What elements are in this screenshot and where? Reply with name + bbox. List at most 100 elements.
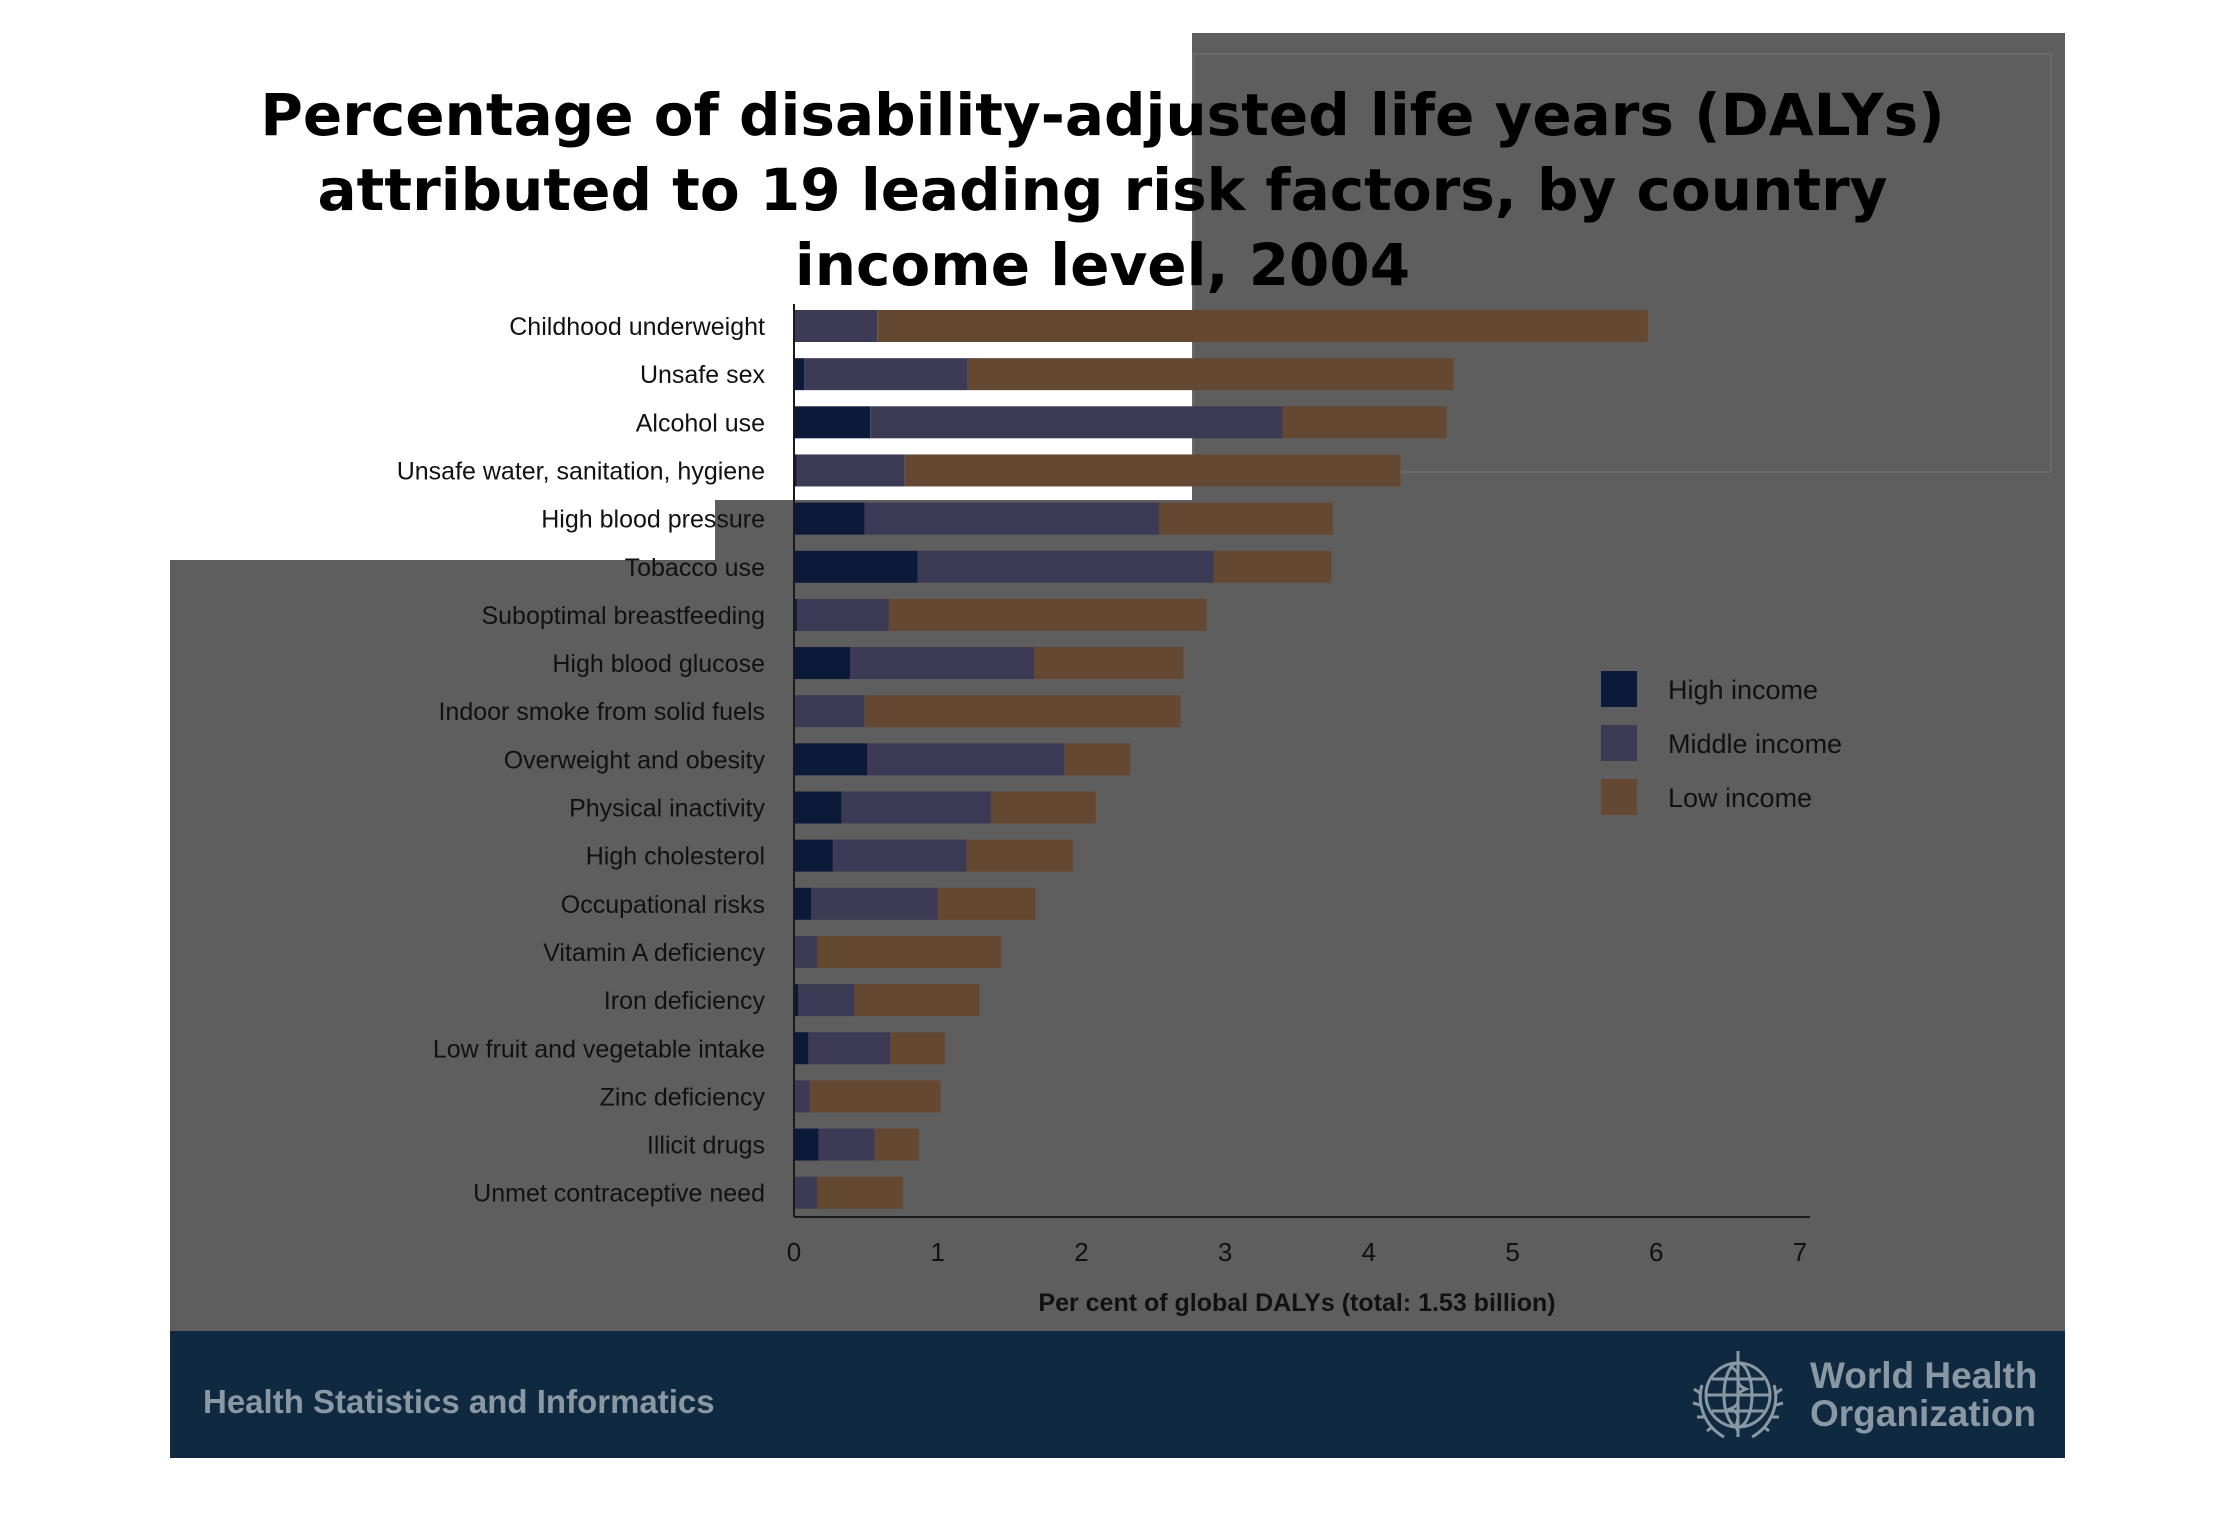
bar-segment-middle-income — [794, 1176, 817, 1209]
bar-segment-low-income — [890, 1032, 945, 1065]
legend: High income Middle income Low income — [1601, 671, 1842, 815]
bar-segment-low-income — [1034, 647, 1184, 680]
bar-segment-low-income — [966, 839, 1073, 872]
x-ticks-group: 0 1 2 3 4 5 6 7 — [787, 1237, 1807, 1267]
bar-segment-middle-income — [794, 935, 817, 968]
bar-segment-high-income — [794, 550, 918, 583]
who-name-line1: World Health — [1810, 1355, 2038, 1396]
category-label: High blood pressure — [541, 506, 765, 534]
bar-segment-middle-income — [841, 791, 991, 824]
x-tick-label: 3 — [1218, 1237, 1232, 1267]
footer-department-label: Health Statistics and Informatics — [203, 1383, 715, 1420]
category-label: High cholesterol — [586, 843, 765, 871]
bar-segment-high-income — [794, 502, 865, 535]
legend-swatch — [1601, 779, 1637, 815]
category-label: Iron deficiency — [604, 987, 766, 1015]
bar-segment-high-income — [794, 647, 851, 680]
bar-segment-low-income — [937, 887, 1036, 920]
x-tick-label: 4 — [1362, 1237, 1376, 1267]
legend-swatch — [1601, 725, 1637, 761]
bar-segment-middle-income — [917, 550, 1214, 583]
x-tick-label: 6 — [1649, 1237, 1663, 1267]
bar-segment-low-income — [1159, 502, 1333, 535]
bar-segment-middle-income — [804, 358, 968, 391]
category-label: Unsafe water, sanitation, hygiene — [397, 457, 765, 485]
chart-title: Percentage of disability-adjusted life y… — [260, 81, 1945, 299]
bar-segment-middle-income — [811, 887, 938, 920]
who-name-line2: Organization — [1810, 1393, 2037, 1434]
bar-segment-middle-income — [796, 454, 905, 487]
bar-segment-low-income — [1213, 550, 1332, 583]
bar-segment-high-income — [794, 887, 812, 920]
bar-segment-high-income — [794, 1032, 809, 1065]
bar-segment-high-income — [794, 743, 868, 776]
x-tick-label: 1 — [930, 1237, 944, 1267]
bar-segment-low-income — [1282, 406, 1447, 439]
bar-segment-middle-income — [818, 1128, 875, 1161]
category-label: Childhood underweight — [509, 313, 765, 341]
bar-segment-high-income — [794, 598, 797, 631]
bar-segment-middle-income — [850, 647, 1035, 680]
who-emblem-icon — [1692, 1351, 1784, 1439]
slide-background — [170, 33, 2065, 1458]
bar-segment-middle-income — [798, 984, 855, 1017]
category-label: Unsafe sex — [640, 361, 766, 389]
category-label: Zinc deficiency — [600, 1083, 766, 1111]
bar-segment-middle-income — [794, 695, 865, 728]
bar-segment-middle-income — [867, 743, 1065, 776]
bar-segment-low-income — [816, 935, 1001, 968]
category-label: Low fruit and vegetable intake — [433, 1035, 765, 1063]
bar-segment-low-income — [967, 358, 1454, 391]
bar-segment-high-income — [794, 791, 842, 824]
bar-segment-low-income — [888, 598, 1207, 631]
white-patch-left — [170, 33, 715, 560]
x-tick-label: 0 — [787, 1237, 801, 1267]
bar-segment-middle-income — [794, 1080, 810, 1113]
bar-segment-middle-income — [870, 406, 1283, 439]
bar-segment-middle-income — [864, 502, 1160, 535]
category-label: Physical inactivity — [569, 795, 765, 823]
bar-segment-middle-income — [794, 310, 878, 342]
bar-segment-middle-income — [808, 1032, 891, 1065]
x-tick-label: 7 — [1793, 1237, 1807, 1267]
category-label: Overweight and obesity — [504, 746, 766, 774]
bar-segment-low-income — [816, 1176, 904, 1209]
bar-segment-low-income — [809, 1080, 941, 1113]
bars-group — [794, 310, 1648, 1209]
bar-segment-high-income — [794, 984, 799, 1017]
bar-segment-low-income — [877, 310, 1648, 342]
category-label: Suboptimal breastfeeding — [481, 602, 765, 630]
legend-label: Middle income — [1668, 729, 1842, 759]
bar-segment-middle-income — [796, 598, 889, 631]
bar-segment-middle-income — [832, 839, 967, 872]
legend-label: High income — [1668, 675, 1818, 705]
bar-segment-high-income — [794, 839, 833, 872]
bar-segment-low-income — [874, 1128, 920, 1161]
footer-band: Health Statistics and Informatics World … — [170, 1331, 2065, 1458]
bar-segment-low-income — [990, 791, 1096, 824]
legend-swatch — [1601, 671, 1637, 707]
category-label: Illicit drugs — [647, 1132, 765, 1160]
bar-segment-low-income — [864, 695, 1181, 728]
category-label: High blood glucose — [552, 650, 765, 678]
bar-segment-high-income — [794, 406, 871, 439]
x-tick-label: 2 — [1074, 1237, 1088, 1267]
category-label: Vitamin A deficiency — [543, 939, 765, 967]
category-labels-group: Childhood underweight Unsafe sex Alcohol u… — [397, 313, 766, 1208]
bar-segment-high-income — [794, 454, 797, 487]
legend-label: Low income — [1668, 783, 1812, 813]
bar-segment-low-income — [1064, 743, 1131, 776]
x-tick-label: 5 — [1505, 1237, 1519, 1267]
x-axis-title: Per cent of global DALYs (total: 1.53 bi… — [1038, 1289, 1555, 1317]
category-label: Unmet contraceptive need — [473, 1180, 765, 1208]
category-label: Occupational risks — [561, 891, 765, 919]
bar-segment-high-income — [794, 1128, 819, 1161]
bar-segment-high-income — [794, 358, 805, 391]
bar-segment-low-income — [854, 984, 980, 1017]
slide-frame — [1192, 53, 2052, 473]
category-label: Alcohol use — [636, 409, 765, 437]
who-wordmark: World Health Organization — [1810, 1357, 2038, 1433]
category-label: Indoor smoke from solid fuels — [438, 698, 765, 726]
category-label: Tobacco use — [625, 554, 765, 582]
